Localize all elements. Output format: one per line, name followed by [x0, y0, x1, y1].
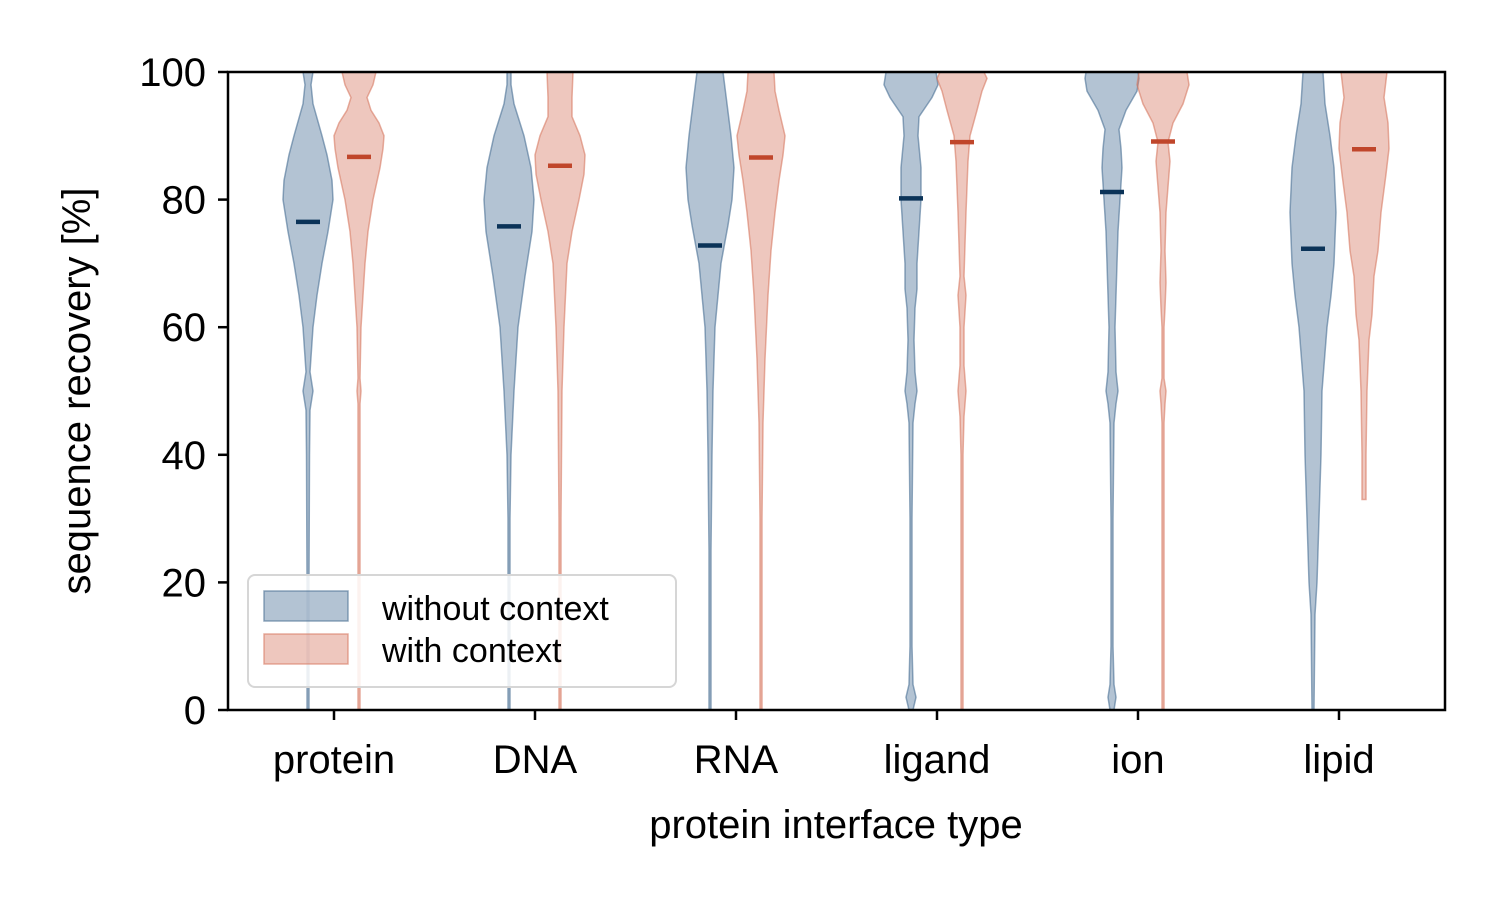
x-tick-label-ion: ion	[1111, 738, 1164, 782]
violin-lipid-with-context	[1338, 71, 1390, 501]
y-tick-label: 100	[139, 51, 206, 95]
x-tick-label-protein: protein	[273, 738, 395, 782]
violin-rna-without-context	[685, 71, 735, 711]
y-tick-label: 80	[162, 179, 207, 223]
median-layer	[296, 139, 1376, 251]
x-axis: protein DNA RNA ligand ion lipid	[273, 710, 1375, 782]
legend-box	[247, 574, 677, 688]
y-tick-label: 20	[162, 561, 207, 605]
legend: without context with context	[247, 574, 677, 688]
y-tick-label: 60	[162, 306, 207, 350]
violin-ligand-with-context	[936, 71, 988, 711]
x-axis-label: protein interface type	[649, 803, 1023, 847]
y-axis: 0 20 40 60 80 100	[139, 51, 228, 733]
violin-ligand-without-context	[883, 71, 939, 711]
legend-label-without-context: without context	[381, 590, 609, 628]
violin-lipid-without-context	[1289, 71, 1337, 711]
y-tick-label: 0	[184, 689, 206, 733]
y-axis-label: sequence recovery [%]	[55, 188, 99, 595]
violin-rna-with-context	[736, 71, 786, 711]
violin-ion-without-context	[1084, 71, 1140, 711]
y-tick-label: 40	[162, 434, 207, 478]
legend-swatch-with-context	[263, 633, 349, 665]
violin-ion-with-context	[1136, 71, 1190, 711]
plot-frame	[226, 70, 1447, 712]
x-tick-label-dna: DNA	[493, 738, 578, 782]
x-tick-label-rna: RNA	[694, 738, 779, 782]
legend-swatch-without-context	[263, 590, 349, 622]
legend-label-with-context: with context	[381, 632, 562, 670]
x-tick-label-lipid: lipid	[1303, 738, 1374, 782]
x-tick-label-ligand: ligand	[884, 738, 991, 782]
violin-layer	[282, 71, 1390, 711]
